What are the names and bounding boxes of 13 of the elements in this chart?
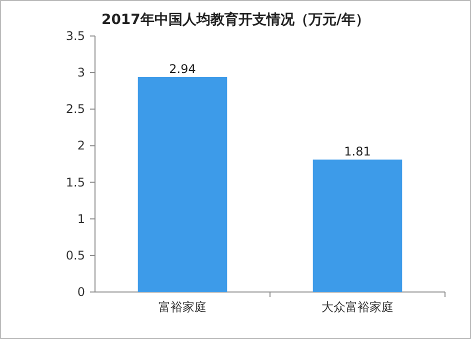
y-tick-label: 2 [77,138,85,153]
y-tick-label: 0.5 [66,248,85,262]
x-tick-label: 富裕家庭 [158,300,206,314]
y-tick-label: 1 [77,212,85,226]
y-tick-label: 3.5 [66,29,85,43]
chart-title: 2017年中国人均教育开支情况（万元/年） [101,11,370,28]
y-tick-label: 1.5 [66,175,85,190]
data-label: 2.94 [169,62,196,76]
y-tick-label: 3 [77,66,85,80]
y-tick-label: 2.5 [66,102,85,116]
y-tick-label: 0 [77,285,85,299]
data-label: 1.81 [344,144,371,159]
x-tick-label: 大众富裕家庭 [322,300,394,314]
